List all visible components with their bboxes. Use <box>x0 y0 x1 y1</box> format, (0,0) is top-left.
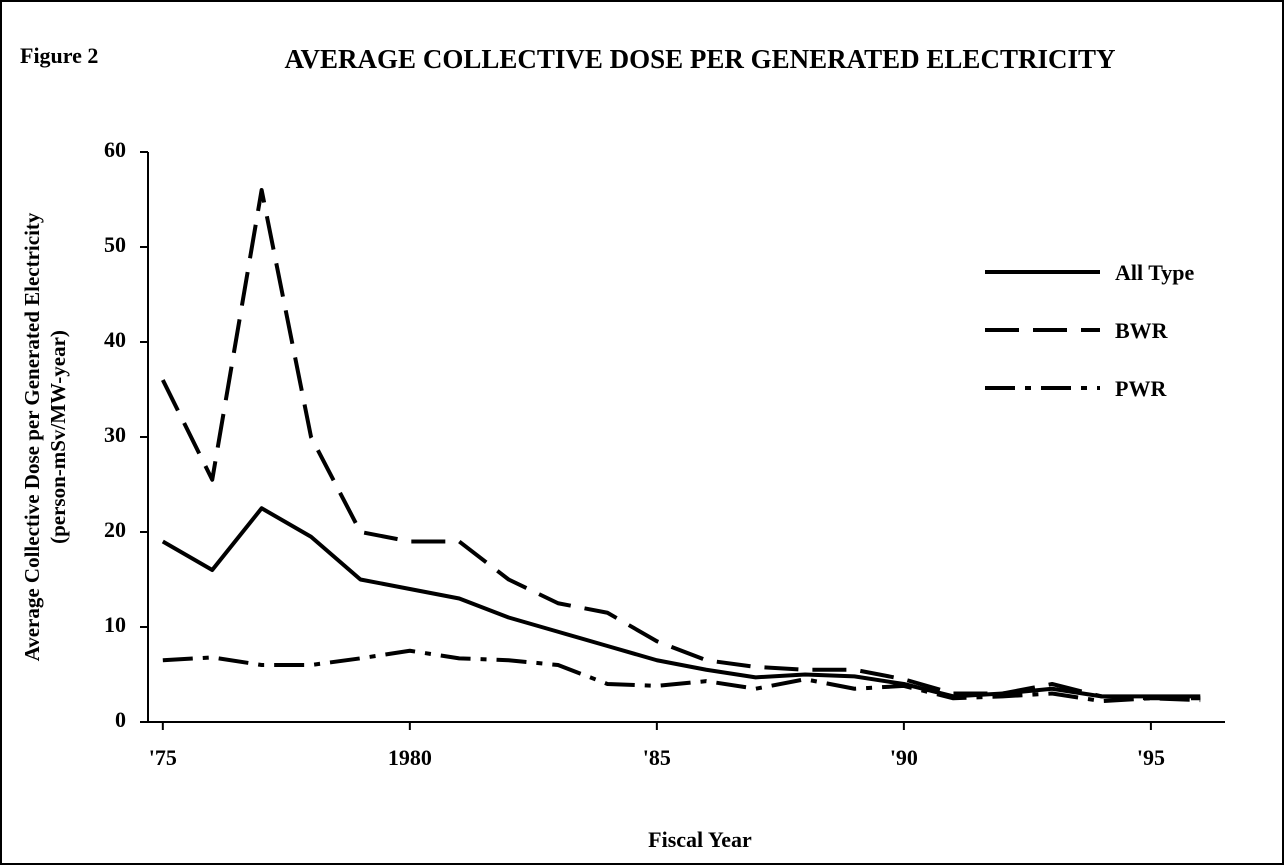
legend-label: All Type <box>1115 260 1194 285</box>
y-tick-label: 60 <box>104 137 126 162</box>
legend-label: PWR <box>1115 376 1167 401</box>
line-series <box>162 648 1201 704</box>
y-tick-label: 50 <box>104 232 126 257</box>
y-tick-label: 20 <box>104 517 126 542</box>
figure-label: Figure 2 <box>20 43 98 68</box>
y-axis-label: Average Collective Dose per Generated El… <box>20 212 44 661</box>
x-tick-label: '90 <box>890 745 918 770</box>
line-series <box>161 188 1201 701</box>
y-axis-label: (person-mSv/MW-year) <box>46 330 70 544</box>
chart-title: AVERAGE COLLECTIVE DOSE PER GENERATED EL… <box>285 44 1116 74</box>
x-tick-label: '75 <box>149 745 177 770</box>
legend-label: BWR <box>1115 318 1169 343</box>
y-tick-label: 0 <box>115 707 126 732</box>
x-tick-label: 1980 <box>388 745 432 770</box>
y-tick-label: 40 <box>104 327 126 352</box>
x-axis-label: Fiscal Year <box>648 827 752 852</box>
y-tick-label: 30 <box>104 422 126 447</box>
line-series <box>161 506 1201 699</box>
x-tick-label: '95 <box>1137 745 1165 770</box>
y-tick-label: 10 <box>104 612 126 637</box>
x-tick-label: '85 <box>643 745 671 770</box>
